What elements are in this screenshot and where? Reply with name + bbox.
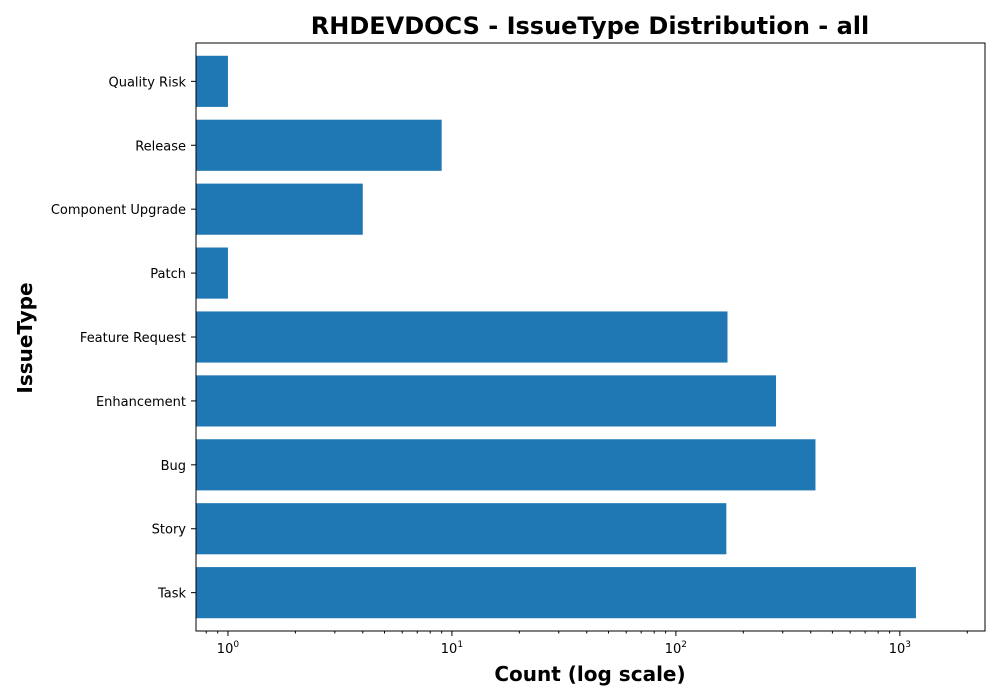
y-tick-label: Enhancement (96, 395, 186, 410)
y-tick-label: Task (157, 587, 187, 602)
y-axis-label: IssueType (13, 282, 37, 393)
y-tick-label: Component Upgrade (51, 203, 186, 218)
x-tick-label: 102 (665, 640, 687, 657)
bar-feature-request (196, 311, 728, 363)
bar-task (196, 567, 916, 619)
plot-area: Task Story Bug Enhancement Feature Request Pa… (51, 42, 986, 657)
y-tick-label: Bug (161, 459, 186, 474)
x-axis-label: Count (log scale) (494, 662, 685, 686)
x-tick-label: 100 (217, 640, 240, 657)
axes-frame (195, 42, 986, 632)
x-tick-label: 101 (441, 640, 463, 657)
y-tick-label: Story (152, 523, 187, 538)
chart-title: RHDEVDOCS - IssueType Distribution - all (311, 12, 869, 40)
bar-quality-risk (196, 55, 228, 107)
bar-bug (196, 439, 816, 491)
bar-patch (196, 247, 228, 299)
y-tick-label: Quality Risk (108, 75, 186, 90)
x-tick-label: 103 (889, 640, 911, 657)
y-tick-label: Feature Request (80, 331, 186, 346)
bar-enhancement (196, 375, 777, 427)
bar-release (196, 119, 442, 171)
bar-story (196, 503, 727, 555)
y-tick-label: Release (135, 139, 186, 154)
y-tick-label: Patch (150, 267, 186, 282)
bar-component-upgrade (196, 183, 363, 235)
